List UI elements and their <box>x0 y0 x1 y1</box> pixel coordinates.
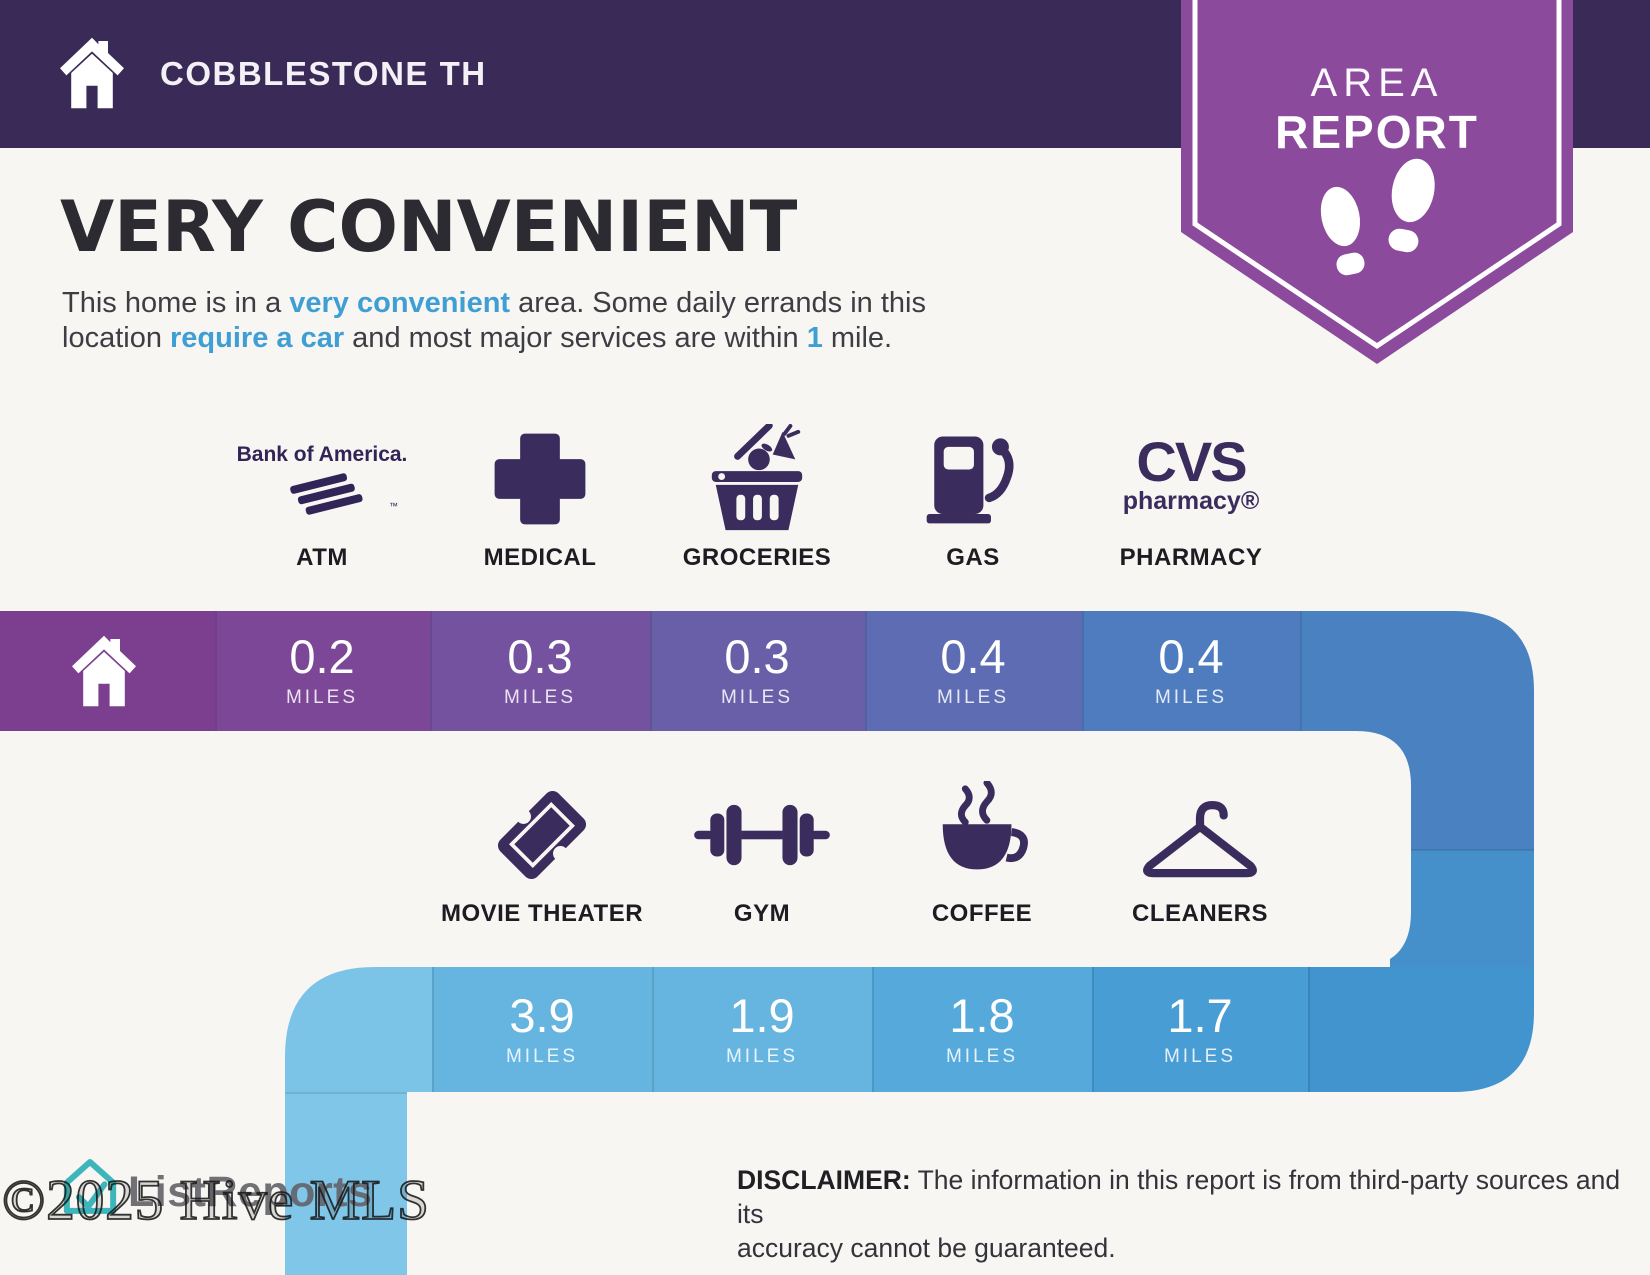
hanger-icon <box>1143 800 1257 878</box>
area-report-badge: AREA REPORT <box>1181 0 1573 364</box>
service-label: GYM <box>733 900 791 927</box>
dumbbell-icon <box>694 804 830 866</box>
service-coffee: COFFEE <box>872 780 1092 928</box>
home-icon <box>60 37 124 109</box>
cvs-pharmacy-logo-icon: CVS pharmacy® <box>1123 430 1260 515</box>
mls-watermark: ©2025 Hive MLS <box>1 1168 430 1233</box>
intro-l2a: location <box>62 322 171 355</box>
distance-atm: 0.2 MILES <box>212 633 432 709</box>
footprints-icon <box>1320 158 1435 276</box>
distance-movie-theater: 3.9 MILES <box>432 992 652 1068</box>
distance-value: 3.9 <box>509 989 575 1042</box>
distance-value: 1.9 <box>729 989 795 1042</box>
service-label: GAS <box>946 544 1000 571</box>
service-label: PHARMACY <box>1119 544 1263 571</box>
intro-l2c: and most major services are within <box>344 322 807 355</box>
intro-l1a: This home is in a <box>62 287 290 319</box>
distance-unit: MILES <box>285 687 359 708</box>
gas-pump-icon <box>926 436 1014 524</box>
coffee-cup-icon <box>942 781 1028 870</box>
intro-highlight-1: very convenient <box>289 287 511 319</box>
page-title: COBBLESTONE TH <box>160 55 487 92</box>
service-groceries: GROCERIES <box>647 424 867 572</box>
distance-value: 0.3 <box>507 630 573 683</box>
distance-coffee: 1.8 MILES <box>872 992 1092 1068</box>
badge-line1: AREA <box>1311 61 1444 105</box>
service-label: GROCERIES <box>682 544 832 571</box>
listreports-logo-text: ListReports <box>128 1168 373 1216</box>
service-medical: MEDICAL <box>430 424 650 572</box>
distance-groceries: 0.3 MILES <box>647 633 867 709</box>
distance-value: 1.8 <box>949 989 1015 1042</box>
bank-of-america-text: Bank of America. <box>237 443 407 466</box>
headline: VERY CONVENIENT <box>60 186 798 268</box>
service-gym: GYM <box>652 780 872 928</box>
badge-line2: REPORT <box>1275 106 1479 158</box>
movie-ticket-icon <box>497 790 587 880</box>
distance-unit: MILES <box>936 687 1010 708</box>
distance-medical: 0.3 MILES <box>430 633 650 709</box>
distance-gas: 0.4 MILES <box>863 633 1083 709</box>
distance-value: 0.4 <box>940 630 1006 683</box>
disclaimer-text: DISCLAIMER: The information in this repo… <box>737 1164 1637 1266</box>
distance-value: 1.7 <box>1167 989 1233 1042</box>
distance-unit: MILES <box>725 1046 799 1067</box>
service-label: MOVIE THEATER <box>440 900 644 927</box>
listreports-logo-icon <box>63 1159 117 1214</box>
intro-highlight-2: require a car <box>170 322 345 355</box>
home-icon <box>72 635 136 707</box>
cvs-text: CVS <box>1136 430 1246 493</box>
intro-l1c: area. Some daily errands in this <box>510 287 926 319</box>
service-gas: GAS <box>863 424 1083 572</box>
bank-of-america-logo-icon: Bank of America. ™ <box>237 443 407 515</box>
cvs-pharmacy-text: pharmacy® <box>1123 487 1260 515</box>
medical-cross-icon <box>494 433 586 525</box>
distance-cleaners: 1.7 MILES <box>1090 992 1310 1068</box>
distance-gym: 1.9 MILES <box>652 992 872 1068</box>
distance-value: 0.3 <box>724 630 790 683</box>
service-atm: Bank of America. ™ ATM <box>212 424 432 572</box>
distance-unit: MILES <box>720 687 794 708</box>
disclaimer-label: DISCLAIMER: <box>737 1165 911 1195</box>
distance-unit: MILES <box>503 687 577 708</box>
service-label: MEDICAL <box>483 544 597 571</box>
grocery-basket-icon <box>711 424 803 531</box>
service-label: CLEANERS <box>1131 900 1268 927</box>
disclaimer-line1: The information in this report is from t… <box>737 1165 1621 1229</box>
service-cleaners: CLEANERS <box>1090 780 1310 928</box>
service-movie-theater: MOVIE THEATER <box>432 780 652 928</box>
service-pharmacy: CVS pharmacy® PHARMACY <box>1081 424 1301 572</box>
service-label: ATM <box>296 544 348 571</box>
intro-l2e: mile. <box>822 322 893 355</box>
service-label: COFFEE <box>931 900 1033 927</box>
distance-value: 0.2 <box>289 630 355 683</box>
intro-text: This home is in a very convenient area. … <box>62 286 1122 356</box>
distance-unit: MILES <box>945 1046 1019 1067</box>
trademark-symbol: ™ <box>389 501 398 511</box>
intro-highlight-3: 1 <box>806 322 823 355</box>
distance-pharmacy: 0.4 MILES <box>1081 633 1301 709</box>
distance-value: 0.4 <box>1158 630 1224 683</box>
disclaimer-line2: accuracy cannot be guaranteed. <box>737 1232 1116 1263</box>
distance-unit: MILES <box>1163 1046 1237 1067</box>
distance-unit: MILES <box>505 1046 579 1067</box>
distance-unit: MILES <box>1154 687 1228 708</box>
